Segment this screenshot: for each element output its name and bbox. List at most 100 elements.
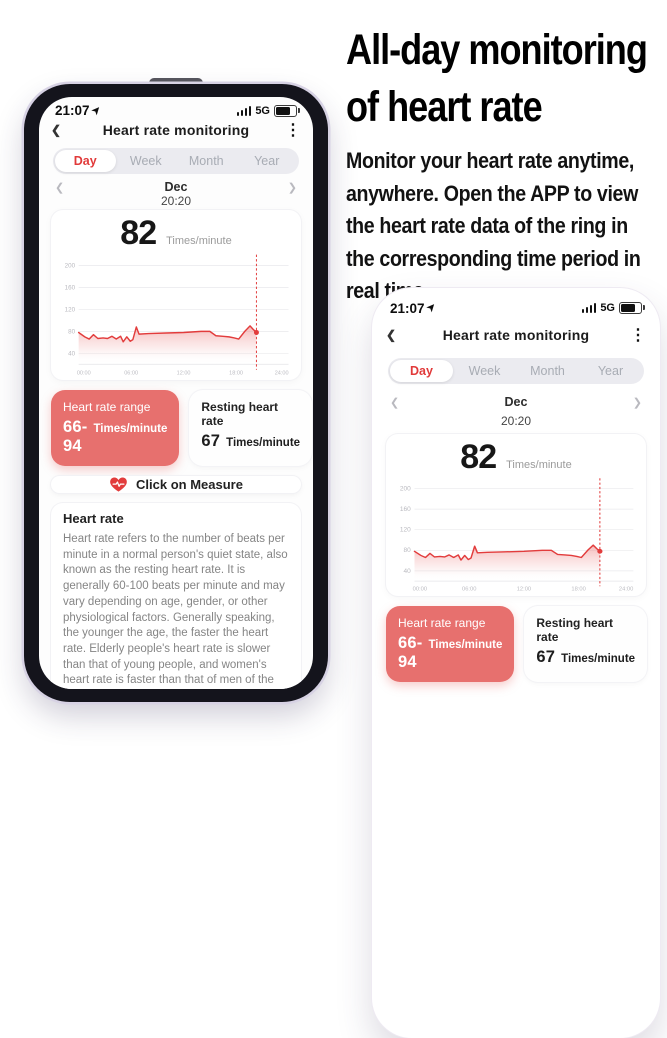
status-bar: 21:07 ➤ 5G [386,298,646,318]
more-menu-button[interactable]: ⋮ [630,327,646,344]
body-line: the corresponding time period in [346,245,641,271]
range-card-unit: Times/minute [93,423,168,435]
prev-period-button[interactable]: ❮ [55,181,65,194]
tab-month[interactable]: Month [530,364,565,378]
range-card-title: Heart rate range [398,616,486,630]
body-line: anywhere. Open the APP to view [346,180,638,206]
heart-rate-range-card: Heart rate range 66-94 Times/minute [386,606,515,682]
resting-card-unit: Times/minute [561,653,636,665]
svg-text:200: 200 [65,263,76,270]
svg-text:200: 200 [400,486,411,493]
svg-text:00:00: 00:00 [413,587,427,593]
svg-text:12:00: 12:00 [517,587,531,593]
phone-mockup-left: 21:07 ➤ 5G ❮ Heart rate monitoring ⋮ Day… [24,84,328,702]
info-body-text: Heart rate refers to the number of beats… [63,533,288,687]
series-line [77,325,258,343]
tab-week[interactable]: Week [129,154,162,168]
tab-year[interactable]: Year [254,154,280,168]
period-tabs: Day Week Month Year [53,148,299,174]
app-title: Heart rate monitoring [442,327,590,343]
next-period-button[interactable]: ❯ [287,181,297,194]
heart-rate-chart[interactable]: 40 80 120 160 200 00:00 06:00 12:00 18:00 24:00 [394,474,638,594]
range-card-value: 66-94 [63,418,88,455]
phone-screen: 21:07 ➤ 5G ❮ Heart rate monitoring ⋮ Day… [39,97,313,689]
tab-week[interactable]: Week [468,364,501,378]
measure-button-label: Click on Measure [136,477,243,492]
heart-rate-chart[interactable]: 40 80 120 160 200 00:00 06:00 12:00 18:00 24:00 [59,250,293,378]
title-line-1: All-day monitoring [346,26,648,74]
prev-period-button[interactable]: ❮ [390,396,400,409]
selected-time-label: 20:20 [500,414,532,428]
svg-text:24:00: 24:00 [275,370,289,376]
status-time: 21:07 [390,300,425,316]
resting-heart-rate-card: Resting heart rate 67 Times/minute [189,390,313,466]
summary-cards: Heart rate range 66-94 Times/minute Rest… [51,390,313,466]
heart-ecg-icon [110,477,127,492]
bpm-unit-label: Times/minute [166,235,232,247]
back-button[interactable]: ❮ [386,328,397,342]
resting-card-value: 67 [201,432,221,450]
resting-card-title: Resting heart rate [201,400,279,428]
range-card-unit: Times/minute [428,639,503,651]
measure-button[interactable]: Click on Measure [51,476,301,493]
back-button[interactable]: ❮ [51,123,62,137]
headline-block: All-day monitoring of heart rate Monitor… [346,22,667,308]
signal-strength-icon [581,303,597,313]
cursor-dot [253,329,259,336]
summary-cards: Heart rate range 66-94 Times/minute Rest… [386,606,648,682]
svg-text:40: 40 [68,350,75,357]
location-arrow-icon: ➤ [89,103,104,117]
svg-text:160: 160 [400,506,411,513]
resting-card-unit: Times/minute [226,437,301,449]
svg-text:80: 80 [404,547,412,554]
heart-rate-info-card: Heart rate Heart rate refers to the numb… [51,503,301,689]
svg-text:00:00: 00:00 [77,370,91,376]
body-line: the heart rate data of the ring in [346,213,628,238]
series-line [413,544,601,561]
marketing-paragraph: Monitor your heart rate anytime, anywher… [346,145,667,308]
svg-text:12:00: 12:00 [177,370,191,376]
current-bpm-value: 82 [460,438,497,476]
svg-text:18:00: 18:00 [229,370,243,376]
bpm-unit-label: Times/minute [506,459,572,471]
range-card-value: 66-94 [398,634,423,671]
svg-text:40: 40 [404,568,412,575]
heart-rate-range-card: Heart rate range 66-94 Times/minute [51,390,180,466]
cursor-dot [597,548,603,554]
heart-rate-chart-card: 82 Times/minute 40 80 120 160 200 00:00 06:00 1… [51,210,301,380]
battery-icon [274,104,300,117]
svg-text:160: 160 [65,285,76,292]
more-menu-button[interactable]: ⋮ [285,122,301,139]
location-arrow-icon: ➤ [424,300,439,315]
svg-text:18:00: 18:00 [571,587,585,593]
page-title: All-day monitoring of heart rate [346,22,667,136]
title-line-2: of heart rate [346,83,543,131]
resting-card-title: Resting heart rate [536,616,614,644]
period-tabs: Day Week Month Year [388,358,644,384]
app-title: Heart rate monitoring [102,122,250,138]
tab-year[interactable]: Year [597,364,624,378]
resting-card-value: 67 [536,648,556,666]
body-line: Monitor your heart rate anytime, [346,148,634,173]
svg-text:120: 120 [400,527,411,534]
status-time: 21:07 [55,103,90,118]
next-period-button[interactable]: ❯ [632,396,642,409]
month-label: Dec [164,180,188,194]
tab-day[interactable]: Day [390,360,453,382]
status-bar: 21:07 ➤ 5G [51,103,301,118]
phone-mockup-right: 21:07 ➤ 5G ❮ Heart rate monitoring ⋮ Day… [372,288,660,1038]
signal-strength-icon [236,105,252,116]
selected-time-label: 20:20 [160,194,192,208]
svg-text:24:00: 24:00 [619,587,633,593]
network-type-label: 5G [255,104,270,117]
tab-month[interactable]: Month [188,154,224,168]
svg-text:06:00: 06:00 [124,370,138,376]
heart-rate-chart-card: 82 Times/minute 40 80 120 160 200 00:00 06:00 1… [386,434,646,596]
tab-day[interactable]: Day [55,150,116,172]
current-bpm-value: 82 [120,214,157,252]
svg-text:120: 120 [65,306,76,313]
info-title: Heart rate [63,511,124,526]
month-label: Dec [504,395,528,409]
app-header: ❮ Heart rate monitoring ⋮ [386,320,646,350]
date-selector: ❮ Dec ❯ [386,390,646,414]
